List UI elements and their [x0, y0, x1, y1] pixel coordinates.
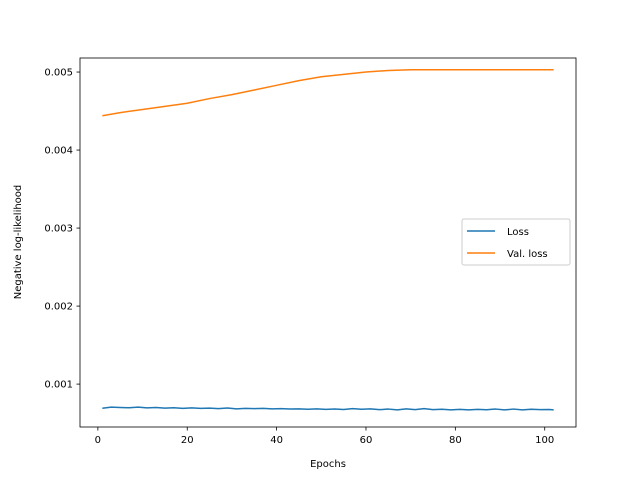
- ticks-layer: 0 20 40 60 80 100 0.001 0.002 0.003 0.004 0.005: [44, 68, 554, 446]
- series-line-loss: [102, 406, 554, 411]
- legend: Loss Val. loss: [461, 218, 571, 266]
- y-tick-label: 0.002: [44, 302, 73, 313]
- x-tick-label: 20: [181, 435, 194, 446]
- legend-label-loss: Loss: [507, 227, 529, 238]
- x-tick-label: 40: [270, 435, 283, 446]
- plot-frame: [79, 57, 577, 428]
- x-tick-label: 80: [449, 435, 462, 446]
- y-tick-label: 0.003: [44, 224, 73, 235]
- x-axis-label: Epochs: [310, 459, 346, 470]
- x-tick-label: 0: [95, 435, 101, 446]
- y-axis-label: Negative log-likelihood: [13, 185, 24, 300]
- y-tick-label: 0.004: [44, 146, 73, 157]
- x-tick-label: 60: [360, 435, 373, 446]
- series-layer: [102, 68, 554, 411]
- y-tick-label: 0.005: [44, 68, 73, 79]
- x-tick-label: 100: [535, 435, 554, 446]
- legend-label-val-loss: Val. loss: [507, 249, 548, 260]
- y-tick-label: 0.001: [44, 380, 73, 391]
- series-line-val-loss: [102, 68, 554, 117]
